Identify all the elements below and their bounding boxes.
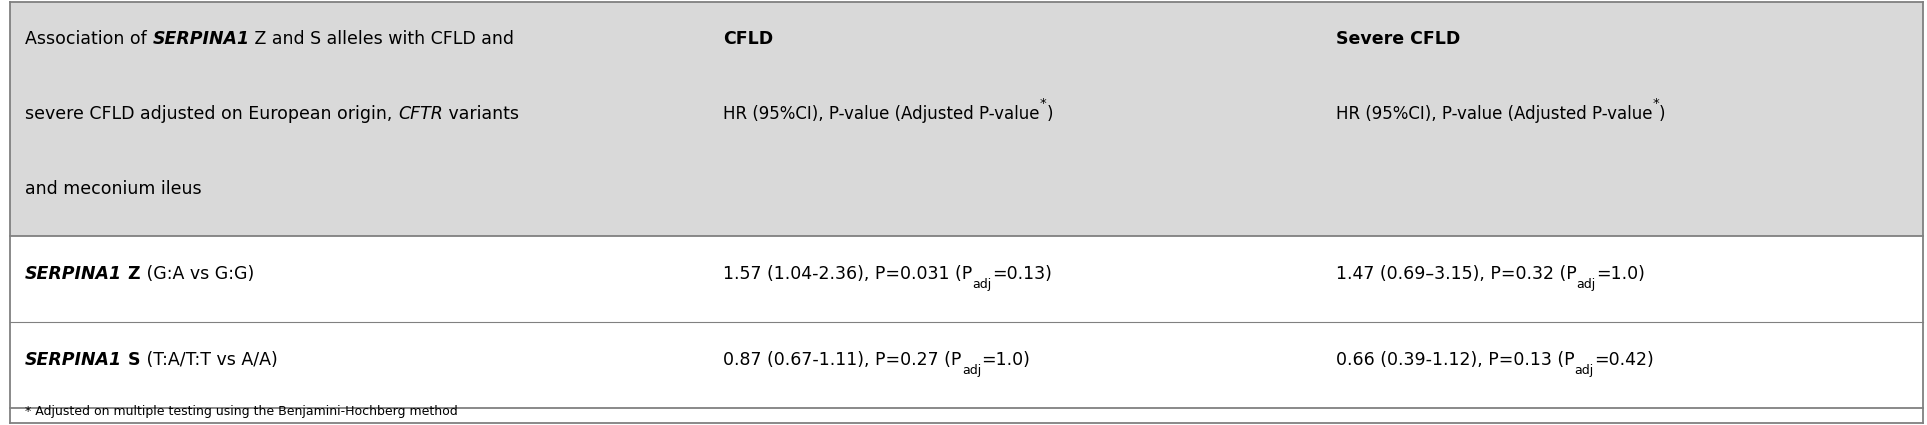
Text: =1.0): =1.0) (981, 351, 1031, 369)
Text: S: S (121, 351, 141, 369)
Text: Severe CFLD: Severe CFLD (1335, 30, 1461, 48)
Text: *: * (1041, 97, 1046, 110)
Text: adj: adj (1574, 364, 1594, 377)
Text: SERPINA1: SERPINA1 (25, 265, 121, 283)
Text: severe CFLD adjusted on European origin,: severe CFLD adjusted on European origin, (25, 105, 399, 123)
Text: and meconium ileus: and meconium ileus (25, 180, 202, 198)
Text: 1.47 (0.69–3.15), P=0.32 (P: 1.47 (0.69–3.15), P=0.32 (P (1335, 265, 1576, 283)
Bar (10, 235, 1923, 322)
Text: CFTR: CFTR (399, 105, 443, 123)
Text: adj: adj (973, 278, 992, 291)
Text: * Adjusted on multiple testing using the Benjamini-Hochberg method: * Adjusted on multiple testing using the… (25, 405, 459, 418)
Text: 0.87 (0.67-1.11), P=0.27 (P: 0.87 (0.67-1.11), P=0.27 (P (723, 351, 962, 369)
Text: ): ) (1046, 105, 1054, 123)
Bar (10, 408, 1923, 423)
Text: CFLD: CFLD (723, 30, 773, 48)
Text: *: * (1651, 97, 1659, 110)
Text: Z and S alleles with CFLD and: Z and S alleles with CFLD and (249, 30, 515, 48)
Text: 1.57 (1.04-2.36), P=0.031 (P: 1.57 (1.04-2.36), P=0.031 (P (723, 265, 973, 283)
Text: =1.0): =1.0) (1596, 265, 1644, 283)
Text: HR (95%CI), P-value (Adjusted P-value: HR (95%CI), P-value (Adjusted P-value (723, 105, 1041, 123)
Text: ): ) (1659, 105, 1665, 123)
Text: =0.42): =0.42) (1594, 351, 1653, 369)
Text: SERPINA1: SERPINA1 (152, 30, 249, 48)
Text: 0.66 (0.39-1.12), P=0.13 (P: 0.66 (0.39-1.12), P=0.13 (P (1335, 351, 1574, 369)
Text: variants: variants (443, 105, 518, 123)
Text: Z: Z (121, 265, 141, 283)
Text: (G:A vs G:G): (G:A vs G:G) (141, 265, 254, 283)
Bar (10, 322, 1923, 408)
Text: Association of: Association of (25, 30, 152, 48)
Text: adj: adj (1576, 278, 1596, 291)
Bar (10, 2, 1923, 235)
Text: (T:A/T:T vs A/A): (T:A/T:T vs A/A) (141, 351, 277, 369)
Text: HR (95%CI), P-value (Adjusted P-value: HR (95%CI), P-value (Adjusted P-value (1335, 105, 1651, 123)
Text: SERPINA1: SERPINA1 (25, 351, 121, 369)
Text: adj: adj (962, 364, 981, 377)
Text: =0.13): =0.13) (992, 265, 1052, 283)
